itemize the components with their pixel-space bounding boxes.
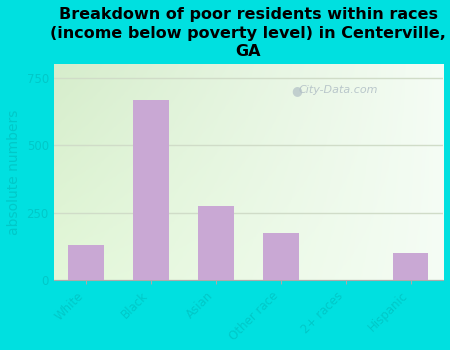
Bar — [68, 245, 104, 280]
Bar — [133, 99, 169, 280]
Text: ●: ● — [292, 84, 302, 97]
Y-axis label: absolute numbers: absolute numbers — [7, 110, 21, 235]
Bar — [393, 253, 428, 280]
Bar — [198, 206, 234, 280]
Bar — [263, 233, 299, 280]
Text: City-Data.com: City-Data.com — [298, 85, 378, 95]
Title: Breakdown of poor residents within races
(income below poverty level) in Centerv: Breakdown of poor residents within races… — [50, 7, 446, 59]
